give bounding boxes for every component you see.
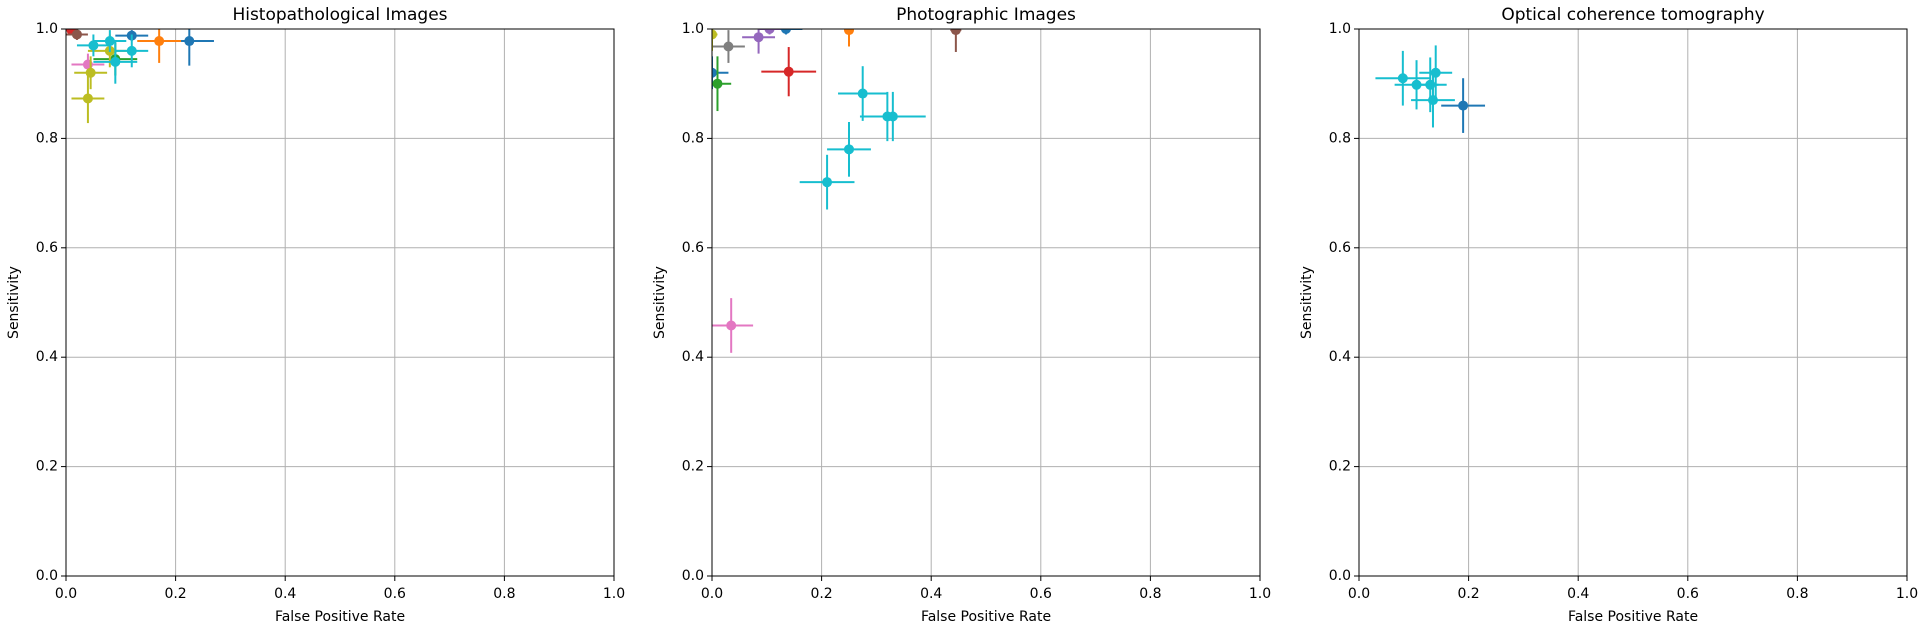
x-tick-label: 0.2 — [164, 586, 186, 602]
x-tick-label: 0.0 — [1348, 586, 1370, 602]
point — [712, 78, 723, 89]
point — [712, 29, 717, 40]
chart-title: Histopathological Images — [232, 5, 447, 25]
x-tick-label: 1.0 — [1896, 586, 1918, 602]
y-tick-label: 1.0 — [36, 21, 58, 37]
y-tick-label: 0.0 — [36, 568, 58, 584]
x-tick-label: 0.4 — [1567, 586, 1589, 602]
x-tick-label: 0.0 — [701, 586, 723, 602]
y-tick-label: 0.8 — [36, 130, 58, 146]
point — [82, 93, 93, 104]
x-tick-label: 0.8 — [1786, 586, 1808, 602]
point — [71, 29, 82, 40]
x-tick-label: 0.4 — [274, 586, 296, 602]
y-axis-label: Sensitivity — [6, 266, 22, 339]
x-tick-label: 1.0 — [1249, 586, 1271, 602]
point — [110, 56, 121, 67]
point — [723, 41, 734, 52]
x-tick-label: 0.6 — [1030, 586, 1052, 602]
point — [1458, 100, 1469, 111]
point — [712, 67, 717, 78]
chart-title: Photographic Images — [896, 5, 1076, 25]
point — [88, 40, 99, 51]
point — [857, 88, 868, 99]
y-tick-label: 0.2 — [682, 459, 704, 475]
point — [780, 29, 791, 34]
point — [126, 45, 137, 56]
y-tick-label: 0.6 — [682, 240, 704, 256]
x-axis-label: False Positive Rate — [275, 609, 405, 625]
x-axis-label: False Positive Rate — [921, 609, 1051, 625]
y-tick-label: 0.6 — [1329, 240, 1351, 256]
y-tick-label: 0.4 — [36, 349, 58, 365]
plot-area — [1375, 45, 1486, 133]
x-axis-label: False Positive Rate — [1568, 609, 1698, 625]
y-tick-label: 0.4 — [1329, 349, 1351, 365]
point — [844, 29, 854, 36]
x-tick-label: 0.6 — [1677, 586, 1699, 602]
point — [764, 29, 775, 34]
point — [184, 36, 195, 47]
x-tick-label: 0.8 — [493, 586, 515, 602]
point — [726, 320, 737, 331]
x-tick-label: 0.4 — [920, 586, 942, 602]
point — [154, 36, 165, 47]
axes-frame — [65, 28, 615, 577]
y-tick-label: 0.2 — [36, 459, 58, 475]
point — [783, 66, 794, 77]
y-tick-label: 0.2 — [1329, 459, 1351, 475]
y-tick-label: 0.8 — [682, 130, 704, 146]
point — [104, 36, 115, 47]
y-tick-label: 0.8 — [1329, 130, 1351, 146]
y-axis-label: Sensitivity — [1299, 266, 1315, 339]
axes-frame — [711, 28, 1261, 577]
point — [887, 111, 898, 122]
point — [753, 32, 764, 43]
x-tick-label: 0.2 — [810, 586, 832, 602]
y-tick-label: 0.0 — [1329, 568, 1351, 584]
x-tick-label: 0.8 — [1139, 586, 1161, 602]
point — [1397, 73, 1408, 84]
plot-area — [712, 29, 962, 353]
y-tick-label: 1.0 — [682, 21, 704, 37]
x-tick-label: 0.2 — [1457, 586, 1479, 602]
x-tick-label: 0.6 — [384, 586, 406, 602]
y-tick-label: 1.0 — [1329, 21, 1351, 37]
point — [844, 144, 854, 155]
chart-title: Optical coherence tomography — [1501, 5, 1764, 25]
point — [822, 177, 833, 188]
y-axis-label: Sensitivity — [652, 266, 668, 339]
axes-frame — [1358, 28, 1908, 577]
y-tick-label: 0.6 — [36, 240, 58, 256]
point — [85, 67, 96, 78]
plot-area — [66, 29, 214, 124]
point — [950, 29, 961, 36]
point — [1430, 67, 1441, 78]
x-tick-label: 0.0 — [55, 586, 77, 602]
x-tick-label: 1.0 — [603, 586, 625, 602]
y-tick-label: 0.0 — [682, 568, 704, 584]
y-tick-label: 0.4 — [682, 349, 704, 365]
